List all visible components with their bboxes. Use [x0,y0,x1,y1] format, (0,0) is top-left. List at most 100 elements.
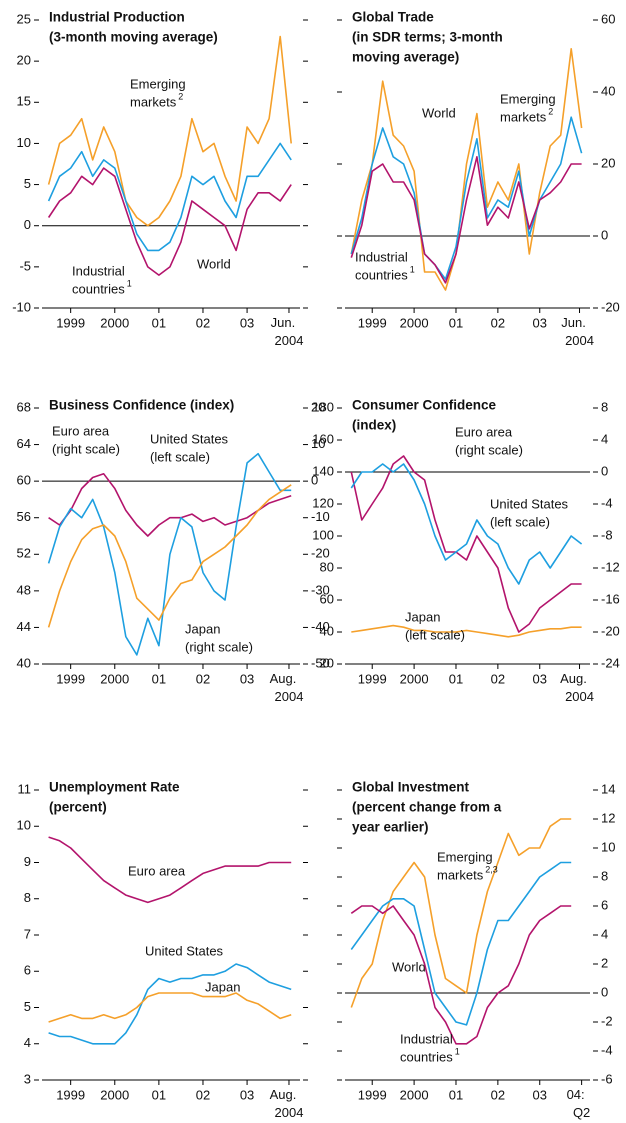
series-label: (left scale) [490,514,550,529]
y-tick-label: 25 [17,11,31,26]
series-label: Euro area [455,424,513,439]
x-tick-label: 2000 [100,1087,129,1102]
y-tick-label: 120 [312,495,334,510]
y-tick-label: 10 [17,135,31,150]
series-line [47,484,292,628]
series-label-sup: 2 [548,106,553,116]
y-tick-label: 0 [311,473,318,488]
series-label: World [392,959,426,974]
series-label-sup: 1 [127,278,132,288]
x-tick-label-line: 2004 [565,689,594,704]
series-line [47,35,292,227]
x-tick-label: Jun. 2004 [271,315,304,348]
x-tick-label: 01 [152,1087,166,1102]
panel: Global Investment (percent change from a y… [337,780,615,1120]
y-tick-label: -5 [19,258,31,273]
y-tick-label: 52 [17,546,31,561]
chart-title: (percent change from a [352,800,502,815]
y-tick-label: -8 [601,527,613,542]
chart-title: Unemployment Rate [49,780,180,795]
x-tick-label: 02 [491,671,505,686]
y-tick-label: 11 [18,781,32,796]
series-label: (right scale) [185,639,253,654]
y-tick-label: 20 [311,399,325,414]
chart-title: Global Trade [352,10,434,25]
panel: Consumer Confidence(index)20406080100120… [312,398,620,705]
y-tick-label: 40 [17,655,31,670]
y-tick-label: 100 [312,527,334,542]
series-line [48,963,292,1045]
series-label: Industrial [72,263,125,278]
y-tick-label: 0 [601,984,608,999]
y-tick-label: 48 [17,582,31,597]
chart-title: (in SDR terms; 3-month [352,30,503,45]
x-tick-label: 02 [491,1087,505,1102]
series-line [350,905,572,1045]
series-line [47,452,292,656]
series-label-sup: 1 [455,1046,460,1056]
x-tick-label: 1999 [358,1087,387,1102]
series-label: Japan [205,979,240,994]
series-line [351,624,582,638]
series-label: (right scale) [52,441,120,456]
series-label: United States [145,943,224,958]
series-line [47,142,292,252]
y-tick-label: 60 [601,11,615,26]
y-tick-label: -20 [601,299,620,314]
series-label-sup: 1 [410,264,415,274]
x-tick-label: 02 [196,315,210,330]
series-line [350,48,583,291]
y-tick-label: 3 [24,1071,31,1086]
x-tick-label: 03 [533,1087,547,1102]
y-tick-label: 7 [24,926,31,941]
y-tick-label: -6 [601,1071,613,1086]
y-tick-label: 4 [601,431,608,446]
y-tick-label: -4 [601,495,613,510]
series-line [48,992,292,1023]
y-tick-label: 2 [601,955,608,970]
y-tick-label: 4 [601,926,608,941]
series-label: countries [355,267,408,282]
x-tick-label: Aug. 2004 [270,1087,304,1120]
x-tick-label: 03 [533,315,547,330]
x-tick-label-line: Aug. [560,671,587,686]
series-label: markets [500,109,547,124]
x-tick-label: 04: Q2 [567,1087,591,1120]
series-label: Euro area [52,423,110,438]
chart-title: year earlier) [352,820,429,835]
panel: Business Confidence (index) 40 44 48 52 56 60 6… [17,398,330,705]
y-tick-label: 160 [312,431,334,446]
y-tick-label: -20 [311,546,330,561]
series-label: Industrial [400,1031,453,1046]
series-label: Japan [185,621,220,636]
x-tick-label: 2000 [100,315,129,330]
y-tick-label: 20 [601,155,615,170]
y-tick-label: 0 [24,217,31,232]
y-tick-label: -20 [601,623,620,638]
x-tick-label: 1999 [358,671,387,686]
x-tick-label: 03 [240,671,254,686]
y-tick-label: -40 [311,619,330,634]
x-tick-label-line: Aug. [270,671,297,686]
y-tick-label: 60 [320,591,334,606]
series-label: United States [490,496,569,511]
y-tick-label: 8 [24,890,31,905]
panel: Unemployment Rate (percent) 3 4 5 6 7 8 9 10 11 199… [17,780,308,1120]
chart-title: Consumer Confidence [352,398,497,413]
series-line [350,861,572,1026]
series-label: Euro area [128,863,186,878]
x-tick-label-line: Jun. [561,315,586,330]
y-tick-label: 15 [17,94,31,109]
chart-title: moving average) [352,50,459,65]
y-tick-label: -16 [601,591,620,606]
series-label: markets [437,867,484,882]
y-tick-label: -30 [311,582,330,597]
y-tick-label: -10 [311,509,330,524]
y-tick-label: 5 [24,176,31,191]
series-label: Industrial [355,249,408,264]
chart-title: (3-month moving average) [49,30,218,45]
series-line [48,473,292,537]
series-label-sup: 2 [178,91,183,101]
x-tick-label: 03 [240,1087,254,1102]
series-label: World [197,256,231,271]
